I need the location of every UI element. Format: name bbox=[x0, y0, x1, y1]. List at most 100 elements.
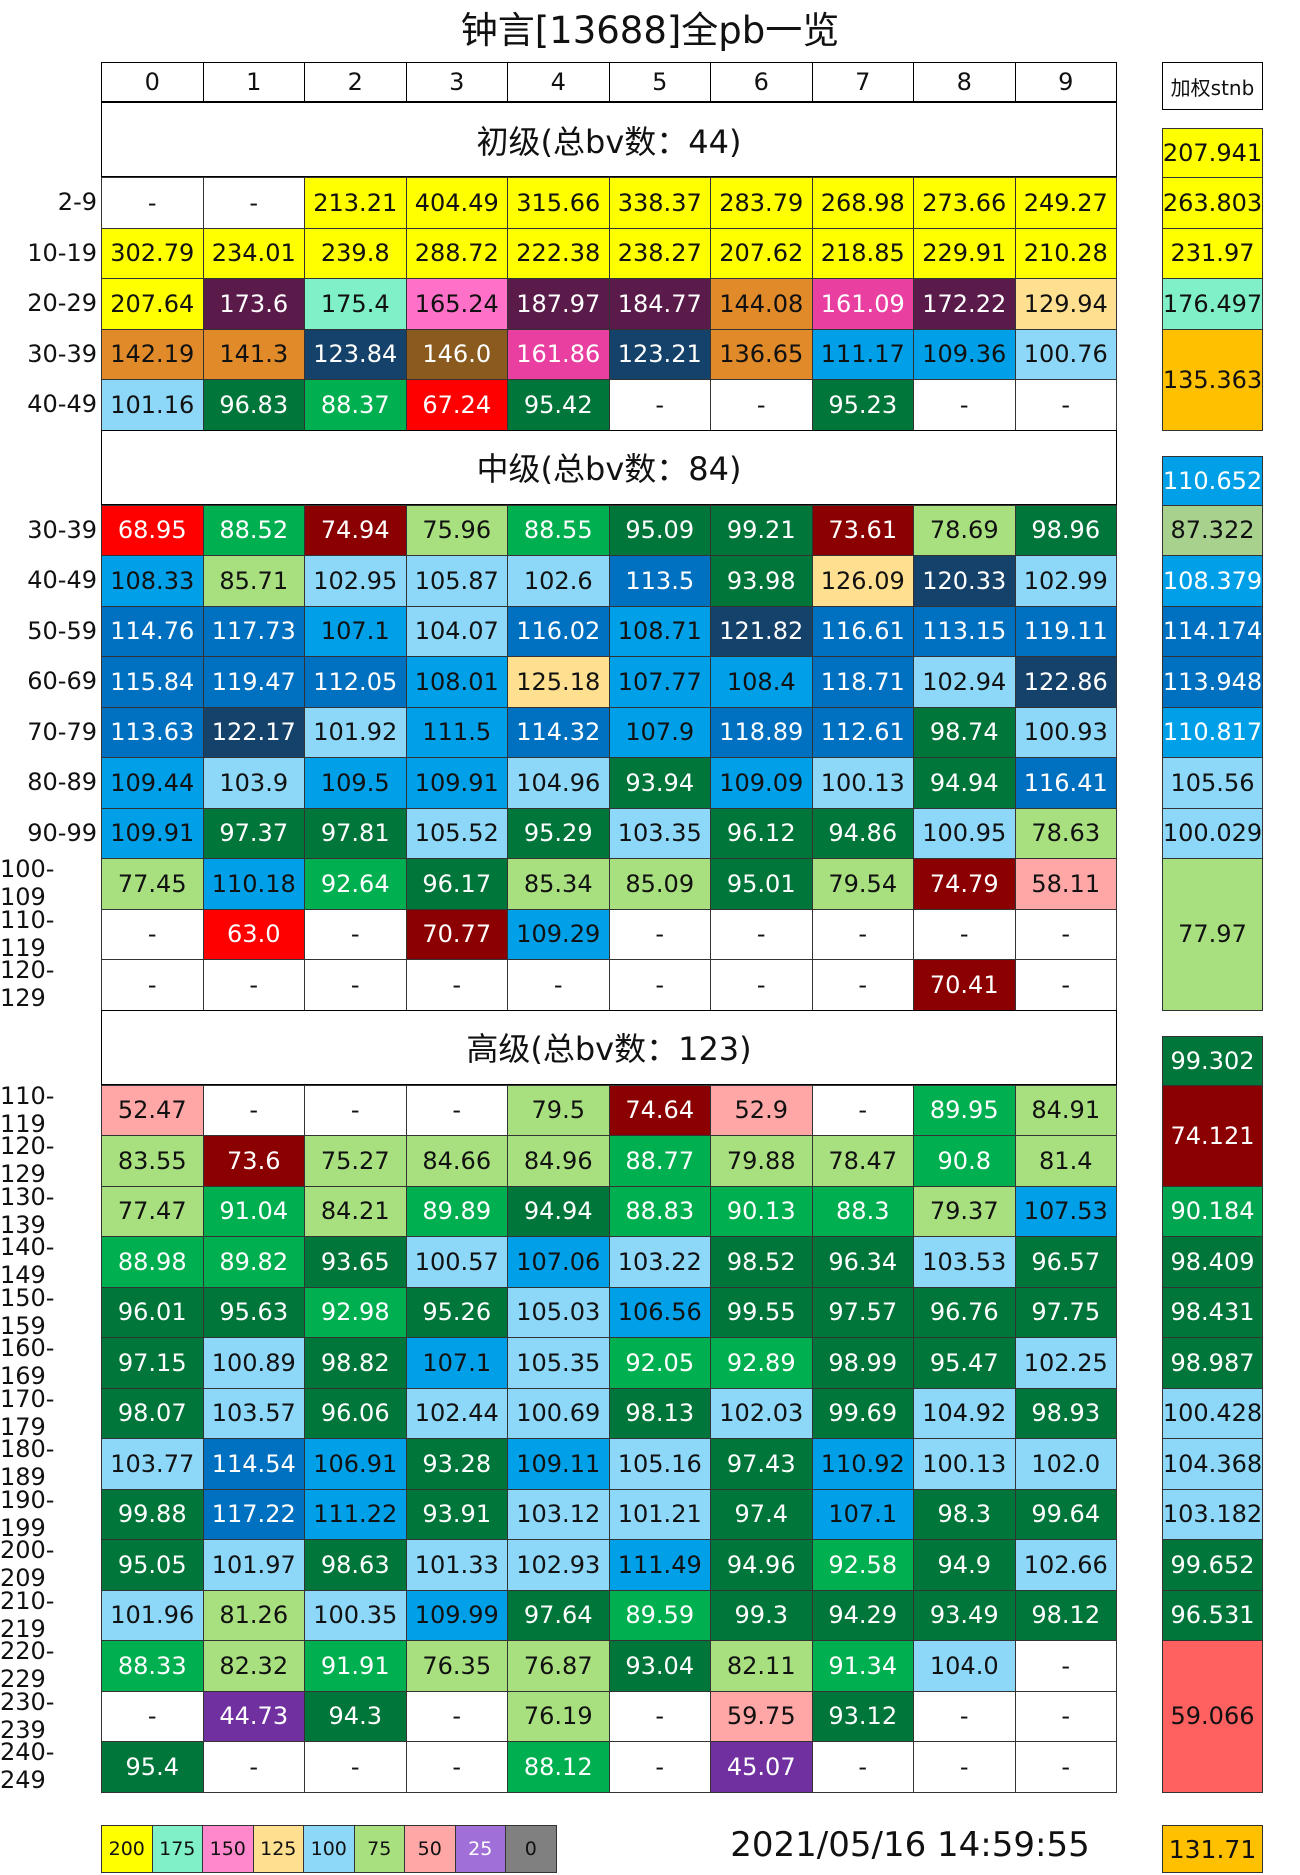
pb-cell: - bbox=[202, 1741, 305, 1793]
pb-cell: 108.71 bbox=[608, 605, 711, 657]
pb-cell: 58.11 bbox=[1014, 858, 1117, 910]
pb-cell: 146.0 bbox=[405, 328, 508, 380]
weighted-stnb-cell: 104.368 bbox=[1162, 1438, 1263, 1490]
pb-cell: - bbox=[202, 959, 305, 1011]
pb-cell: 93.04 bbox=[608, 1640, 711, 1692]
legend-swatch-150: 150 bbox=[202, 1825, 254, 1873]
pb-cell: 95.63 bbox=[202, 1286, 305, 1338]
weighted-stnb-cell: 113.948 bbox=[1162, 656, 1263, 708]
pb-cell: 122.86 bbox=[1014, 656, 1117, 708]
pb-cell: 97.4 bbox=[710, 1488, 813, 1540]
pb-cell: 100.13 bbox=[811, 757, 914, 809]
pb-cell: 103.53 bbox=[913, 1236, 1016, 1288]
pb-cell: 67.24 bbox=[405, 379, 508, 431]
pb-cell: 93.98 bbox=[710, 555, 813, 607]
pb-cell: 109.11 bbox=[507, 1438, 610, 1490]
legend-swatch-0: 0 bbox=[505, 1825, 557, 1873]
pb-cell: 88.3 bbox=[811, 1185, 914, 1237]
pb-cell: 107.1 bbox=[405, 1337, 508, 1389]
row-label: 30-39 bbox=[27, 515, 97, 544]
pb-cell: 94.96 bbox=[710, 1539, 813, 1591]
pb-cell: 102.03 bbox=[710, 1387, 813, 1439]
pb-cell: 315.66 bbox=[507, 177, 610, 229]
pb-cell: 101.21 bbox=[608, 1488, 711, 1540]
pb-cell: 114.32 bbox=[507, 706, 610, 758]
pb-cell: 141.3 bbox=[202, 328, 305, 380]
pb-cell: 70.77 bbox=[405, 908, 508, 960]
pb-cell: - bbox=[304, 1084, 407, 1136]
pb-cell: 91.04 bbox=[202, 1185, 305, 1237]
pb-cell: 92.98 bbox=[304, 1286, 407, 1338]
pb-cell: 88.37 bbox=[304, 379, 407, 431]
pb-cell: 84.66 bbox=[405, 1135, 508, 1187]
row-label: 90-99 bbox=[27, 818, 97, 847]
pb-cell: 97.64 bbox=[507, 1589, 610, 1641]
pb-cell: 93.65 bbox=[304, 1236, 407, 1288]
row-label: 240-249 bbox=[0, 1738, 55, 1795]
pb-cell: 95.42 bbox=[507, 379, 610, 431]
pb-cell: - bbox=[608, 1690, 711, 1742]
pb-cell: 113.63 bbox=[101, 706, 204, 758]
column-header-8: 8 bbox=[913, 62, 1016, 102]
weighted-stnb-cell: 99.652 bbox=[1162, 1539, 1263, 1591]
pb-cell: 78.69 bbox=[913, 504, 1016, 556]
pb-cell: - bbox=[1014, 908, 1117, 960]
pb-cell: - bbox=[1014, 959, 1117, 1011]
pb-cell: 110.18 bbox=[202, 858, 305, 910]
pb-cell: 105.52 bbox=[405, 807, 508, 859]
pb-cell: 100.93 bbox=[1014, 706, 1117, 758]
pb-cell: 210.28 bbox=[1014, 227, 1117, 279]
pb-cell: - bbox=[1014, 1690, 1117, 1742]
pb-cell: 123.84 bbox=[304, 328, 407, 380]
weighted-stnb-cell: 110.817 bbox=[1162, 706, 1263, 758]
pb-cell: 92.89 bbox=[710, 1337, 813, 1389]
total-weighted-stnb: 131.71 bbox=[1162, 1825, 1263, 1873]
pb-cell: 77.45 bbox=[101, 858, 204, 910]
pb-cell: 88.55 bbox=[507, 504, 610, 556]
pb-cell: 104.07 bbox=[405, 605, 508, 657]
column-header-0: 0 bbox=[101, 62, 204, 102]
pb-cell: 100.57 bbox=[405, 1236, 508, 1288]
pb-cell: 73.6 bbox=[202, 1135, 305, 1187]
pb-cell: 98.52 bbox=[710, 1236, 813, 1288]
pb-cell: - bbox=[101, 1690, 204, 1742]
pb-cell: - bbox=[811, 1741, 914, 1793]
pb-cell: 95.47 bbox=[913, 1337, 1016, 1389]
pb-cell: 119.11 bbox=[1014, 605, 1117, 657]
chart-title: 钟言[13688]全pb一览 bbox=[460, 9, 840, 52]
pb-cell: 85.09 bbox=[608, 858, 711, 910]
pb-cell: 105.35 bbox=[507, 1337, 610, 1389]
pb-cell: 126.09 bbox=[811, 555, 914, 607]
pb-cell: - bbox=[405, 1084, 508, 1136]
pb-cell: - bbox=[710, 908, 813, 960]
pb-cell: 103.57 bbox=[202, 1387, 305, 1439]
pb-cell: 107.1 bbox=[811, 1488, 914, 1540]
row-label: 2-9 bbox=[57, 188, 97, 217]
pb-cell: - bbox=[1014, 1741, 1117, 1793]
pb-cell: 103.9 bbox=[202, 757, 305, 809]
pb-cell: 175.4 bbox=[304, 278, 407, 330]
pb-cell: 106.91 bbox=[304, 1438, 407, 1490]
legend-swatch-200: 200 bbox=[101, 1825, 153, 1873]
column-header-9: 9 bbox=[1014, 62, 1117, 102]
pb-cell: 98.93 bbox=[1014, 1387, 1117, 1439]
pb-cell: 288.72 bbox=[405, 227, 508, 279]
pb-cell: 98.74 bbox=[913, 706, 1016, 758]
pb-cell: 114.76 bbox=[101, 605, 204, 657]
pb-cell: 107.06 bbox=[507, 1236, 610, 1288]
pb-cell: 107.9 bbox=[608, 706, 711, 758]
pb-cell: 96.34 bbox=[811, 1236, 914, 1288]
pb-cell: 184.77 bbox=[608, 278, 711, 330]
pb-cell: 83.55 bbox=[101, 1135, 204, 1187]
pb-cell: 95.05 bbox=[101, 1539, 204, 1591]
pb-cell: 123.21 bbox=[608, 328, 711, 380]
weighted-stnb-cell: 103.182 bbox=[1162, 1488, 1263, 1540]
pb-cell: 302.79 bbox=[101, 227, 204, 279]
column-header-1: 1 bbox=[202, 62, 305, 102]
pb-cell: 103.22 bbox=[608, 1236, 711, 1288]
pb-cell: 110.92 bbox=[811, 1438, 914, 1490]
pb-cell: 207.64 bbox=[101, 278, 204, 330]
pb-cell: 102.93 bbox=[507, 1539, 610, 1591]
pb-cell: - bbox=[304, 1741, 407, 1793]
pb-cell: 161.09 bbox=[811, 278, 914, 330]
